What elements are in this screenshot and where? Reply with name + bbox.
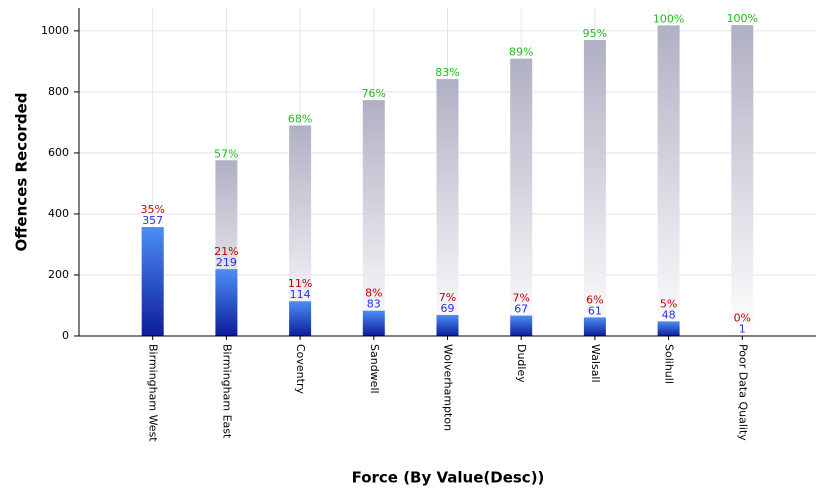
value-label: 114 <box>290 288 311 301</box>
value-label: 219 <box>216 256 237 269</box>
value-label: 357 <box>142 214 163 227</box>
cumulative-share-label: 95% <box>583 27 607 40</box>
x-tick-label: Dudley <box>515 344 528 383</box>
x-axis-title: Force (By Value(Desc)) <box>352 469 545 487</box>
cumulative-bar <box>510 58 533 337</box>
x-tick-label: Birmingham East <box>220 344 233 439</box>
share-label: 6% <box>586 293 603 306</box>
value-label: 69 <box>441 302 455 315</box>
x-tick-label: Birmingham West <box>147 344 160 442</box>
bar <box>289 301 312 336</box>
x-tick-label: Wolverhampton <box>442 344 455 431</box>
share-label: 7% <box>512 292 529 305</box>
x-tick-label: Sandwell <box>368 344 381 394</box>
cumulative-share-label: 68% <box>288 112 312 125</box>
bar <box>215 269 238 336</box>
share-label: 5% <box>660 297 677 310</box>
share-label: 0% <box>734 312 751 325</box>
y-axis-title: Offences Recorded <box>13 93 31 252</box>
cumulative-share-label: 100% <box>727 12 758 25</box>
bar <box>436 314 459 336</box>
value-label: 1 <box>739 323 746 336</box>
cumulative-bar <box>289 125 312 337</box>
value-label: 67 <box>514 303 528 316</box>
share-label: 21% <box>214 245 238 258</box>
value-label: 83 <box>367 298 381 311</box>
y-tick-label: 600 <box>48 146 69 159</box>
y-tick-label: 800 <box>48 85 69 98</box>
share-label: 35% <box>140 203 164 216</box>
value-label: 61 <box>588 304 602 317</box>
y-tick-label: 400 <box>48 207 69 220</box>
y-tick-label: 1000 <box>41 24 69 37</box>
cumulative-bar <box>583 40 606 337</box>
cumulative-share-label: 57% <box>214 147 238 160</box>
share-label: 8% <box>365 287 382 300</box>
bar <box>583 317 606 336</box>
share-label: 7% <box>439 291 456 304</box>
cumulative-bar <box>731 25 754 336</box>
share-label: 11% <box>288 277 312 290</box>
value-label: 48 <box>662 308 676 321</box>
y-tick-label: 200 <box>48 268 69 281</box>
cumulative-share-label: 83% <box>435 66 459 79</box>
bar <box>657 321 680 336</box>
cumulative-bar <box>436 79 459 336</box>
bar <box>510 315 533 336</box>
bar <box>141 227 164 336</box>
x-tick-label: Walsall <box>589 344 602 383</box>
bar <box>362 310 385 336</box>
x-tick-label: Poor Data Quality <box>736 344 749 441</box>
cumulative-bar <box>362 100 385 337</box>
y-tick-label: 0 <box>62 329 69 342</box>
cumulative-share-label: 76% <box>362 87 386 100</box>
cumulative-share-label: 100% <box>653 12 684 25</box>
x-tick-label: Solihull <box>663 344 676 384</box>
cumulative-share-label: 89% <box>509 46 533 59</box>
cumulative-bar <box>657 25 680 336</box>
x-tick-label: Coventry <box>294 344 307 394</box>
